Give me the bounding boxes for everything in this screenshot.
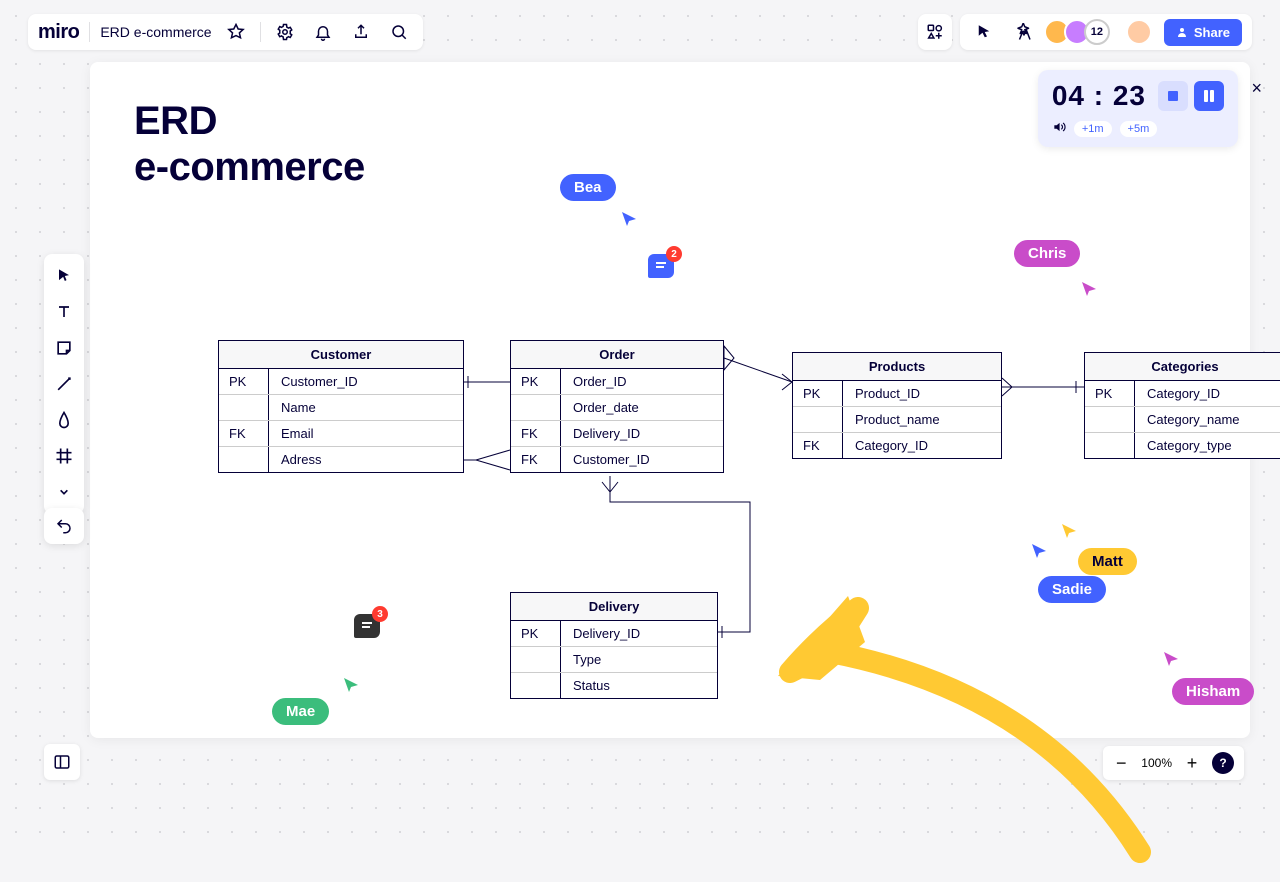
entity-header: Delivery	[511, 593, 717, 621]
entity-order[interactable]: OrderPKOrder_IDOrder_dateFKDelivery_IDFK…	[510, 340, 724, 473]
entity-row: PKDelivery_ID	[511, 621, 717, 646]
search-icon[interactable]	[385, 18, 413, 46]
settings-icon[interactable]	[271, 18, 299, 46]
entity-header: Order	[511, 341, 723, 369]
drawn-arrow	[690, 542, 1190, 882]
canvas[interactable]: ERD e-commerce CustomerPKCustomer_IDName…	[90, 62, 1250, 738]
help-button[interactable]: ?	[1212, 752, 1234, 774]
user-avatar[interactable]	[1126, 19, 1152, 45]
comment-bubble[interactable]: 2	[648, 254, 674, 278]
user-cursor-bea	[620, 210, 638, 228]
pen-tool[interactable]	[48, 404, 80, 436]
timer-panel: 04 : 23 +1m +5m ×	[1038, 70, 1238, 147]
diagram-title: ERD e-commerce	[134, 98, 365, 190]
zoom-level[interactable]: 100%	[1141, 756, 1172, 770]
apps-button[interactable]	[918, 14, 952, 50]
entity-categories[interactable]: CategoriesPKCategory_IDCategory_nameCate…	[1084, 352, 1280, 459]
logo[interactable]: miro	[38, 21, 79, 44]
export-icon[interactable]	[347, 18, 375, 46]
top-bar: miro ERD e-commerce 12	[28, 10, 1252, 54]
reactions-icon[interactable]	[1010, 18, 1038, 46]
undo-button[interactable]	[44, 508, 84, 544]
zoom-in-button[interactable]: +	[1184, 753, 1200, 774]
panel-toggle[interactable]	[44, 744, 80, 780]
entity-row: FKCategory_ID	[793, 432, 1001, 458]
topbar-left-pill: miro ERD e-commerce	[28, 14, 423, 50]
user-cursor-hisham	[1162, 650, 1180, 668]
cursor-tool-icon[interactable]	[970, 18, 998, 46]
timer-stop-button[interactable]	[1158, 81, 1188, 111]
add-5m-button[interactable]: +5m	[1120, 121, 1158, 137]
bell-icon[interactable]	[309, 18, 337, 46]
entity-row: PKCustomer_ID	[219, 369, 463, 394]
entity-row: Name	[219, 394, 463, 420]
user-tag-mae: Mae	[272, 698, 329, 725]
frame-tool[interactable]	[48, 440, 80, 472]
collaborator-avatars[interactable]: 12	[1050, 19, 1110, 45]
share-button[interactable]: Share	[1164, 19, 1242, 46]
timer-pause-button[interactable]	[1194, 81, 1224, 111]
user-tag-matt: Matt	[1078, 548, 1137, 575]
comment-count-badge: 3	[372, 606, 388, 622]
comment-bubble[interactable]: 3	[354, 614, 380, 638]
timer-display: 04 : 23	[1052, 80, 1146, 112]
zoom-controls: − 100% + ?	[1103, 746, 1244, 780]
add-1m-button[interactable]: +1m	[1074, 121, 1112, 137]
entity-row: PKOrder_ID	[511, 369, 723, 394]
entity-row: Category_type	[1085, 432, 1280, 458]
entity-row: PKProduct_ID	[793, 381, 1001, 406]
entity-header: Customer	[219, 341, 463, 369]
line-tool[interactable]	[48, 368, 80, 400]
entity-products[interactable]: ProductsPKProduct_IDProduct_nameFKCatego…	[792, 352, 1002, 459]
user-cursor-mae	[342, 676, 360, 694]
user-tag-sadie: Sadie	[1038, 576, 1106, 603]
entity-row: FKDelivery_ID	[511, 420, 723, 446]
entity-row: Type	[511, 646, 717, 672]
user-cursor-sadie	[1030, 542, 1048, 560]
sound-icon[interactable]	[1052, 120, 1066, 137]
star-icon[interactable]	[222, 18, 250, 46]
sticky-tool[interactable]	[48, 332, 80, 364]
zoom-out-button[interactable]: −	[1113, 753, 1129, 774]
entity-row: Category_name	[1085, 406, 1280, 432]
comment-count-badge: 2	[666, 246, 682, 262]
user-tag-chris: Chris	[1014, 240, 1080, 267]
entity-row: Adress	[219, 446, 463, 472]
entity-customer[interactable]: CustomerPKCustomer_IDNameFKEmailAdress	[218, 340, 464, 473]
entity-row: PKCategory_ID	[1085, 381, 1280, 406]
entity-row: FKEmail	[219, 420, 463, 446]
text-tool[interactable]	[48, 296, 80, 328]
user-tag-hisham: Hisham	[1172, 678, 1254, 705]
user-cursor-matt	[1060, 522, 1078, 540]
entity-row: FKCustomer_ID	[511, 446, 723, 472]
entity-row: Order_date	[511, 394, 723, 420]
board-name[interactable]: ERD e-commerce	[100, 24, 211, 40]
user-tag-bea: Bea	[560, 174, 616, 201]
close-timer-icon[interactable]: ×	[1251, 78, 1262, 99]
user-cursor-chris	[1080, 280, 1098, 298]
topbar-right-pill: 12 Share	[960, 14, 1252, 50]
entity-row: Status	[511, 672, 717, 698]
select-tool[interactable]	[48, 260, 80, 292]
entity-header: Products	[793, 353, 1001, 381]
more-tools[interactable]	[48, 476, 80, 508]
toolbar	[44, 254, 84, 514]
entity-delivery[interactable]: DeliveryPKDelivery_IDTypeStatus	[510, 592, 718, 699]
entity-header: Categories	[1085, 353, 1280, 381]
entity-row: Product_name	[793, 406, 1001, 432]
